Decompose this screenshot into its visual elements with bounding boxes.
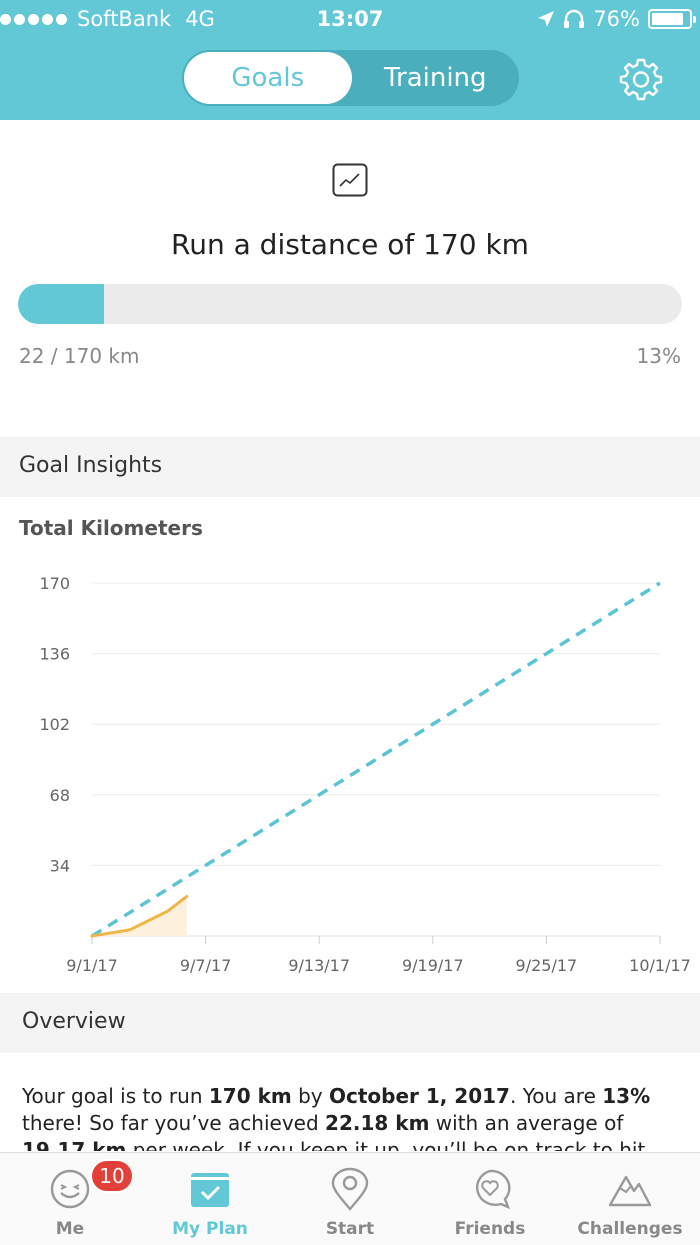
chart-title: Total Kilometers	[19, 516, 203, 540]
goals-training-switch: Goals Training	[182, 50, 519, 106]
x-tick-label: 9/19/17	[402, 956, 464, 975]
calendar-check-icon	[191, 1173, 229, 1207]
goal-title: Run a distance of 170 km	[171, 228, 529, 261]
overview-header: Overview	[0, 993, 700, 1053]
tab-my-plan[interactable]: My Plan	[140, 1153, 280, 1245]
headphones-icon	[564, 9, 585, 28]
trend-chart-icon	[332, 163, 368, 197]
tab-challenges[interactable]: Challenges	[560, 1153, 700, 1245]
clock: 13:07	[316, 7, 384, 31]
tab-me[interactable]: 10 Me	[0, 1153, 140, 1245]
x-tick-label: 9/1/17	[66, 956, 118, 975]
network-type: 4G	[185, 7, 215, 31]
y-tick-label: 68	[50, 786, 70, 805]
actual-distance-line	[90, 895, 189, 938]
x-tick-label: 9/13/17	[288, 956, 350, 975]
goal-progress-text: 22 / 170 km	[19, 344, 140, 368]
location-arrow-icon	[538, 11, 555, 27]
goal-insights-header: Goal Insights	[0, 437, 700, 497]
y-tick-label: 170	[39, 574, 70, 593]
battery-icon	[648, 9, 696, 29]
tab-my-plan-label: My Plan	[172, 1219, 248, 1239]
x-tick-label: 9/7/17	[180, 956, 232, 975]
tab-friends[interactable]: Friends	[420, 1153, 560, 1245]
tab-friends-label: Friends	[454, 1219, 526, 1239]
app-header: SoftBank 4G 13:07 76% Goals Training	[0, 0, 700, 120]
y-tick-label: 136	[39, 645, 70, 664]
heart-chat-icon	[475, 1169, 511, 1210]
y-tick-label: 102	[39, 715, 70, 734]
tab-challenges-label: Challenges	[577, 1219, 683, 1239]
signal-dots-icon	[0, 13, 67, 25]
goal-percent-text: 13%	[636, 344, 681, 368]
smiley-face-icon	[50, 1169, 90, 1209]
bottom-tab-bar: 10 Me My Plan Start Friends Challenges	[0, 1152, 700, 1245]
overview-text: Your goal is to run 170 km by October 1,…	[22, 1084, 651, 1151]
gear-icon[interactable]	[618, 56, 664, 102]
tab-start[interactable]: Start	[280, 1153, 420, 1245]
carrier-name: SoftBank	[77, 7, 172, 31]
battery-percent: 76%	[593, 7, 640, 31]
tab-me-label: Me	[55, 1219, 85, 1239]
status-bar: SoftBank 4G 13:07 76%	[0, 0, 700, 40]
tab-training[interactable]: Training	[383, 63, 487, 93]
goal-progress-bar	[18, 284, 682, 324]
goal-progress-fill	[18, 284, 105, 324]
x-tick-label: 9/25/17	[516, 956, 578, 975]
goal-insights-heading: Goal Insights	[19, 453, 163, 478]
location-pin-icon	[331, 1167, 369, 1211]
tab-goals[interactable]: Goals	[184, 52, 352, 104]
y-tick-label: 34	[50, 856, 70, 875]
mountains-icon	[608, 1175, 652, 1207]
actual-area	[92, 896, 187, 936]
overview-heading: Overview	[22, 1009, 126, 1034]
x-tick-label: 10/1/17	[629, 956, 691, 975]
total-kilometers-chart: 34 68 102 136 170 9/1/17 9/7/17 9/13/17 9/19/17 9…	[39, 574, 691, 975]
tab-start-label: Start	[325, 1219, 375, 1239]
notification-badge: 10	[90, 1159, 134, 1193]
target-pace-line	[91, 581, 661, 938]
